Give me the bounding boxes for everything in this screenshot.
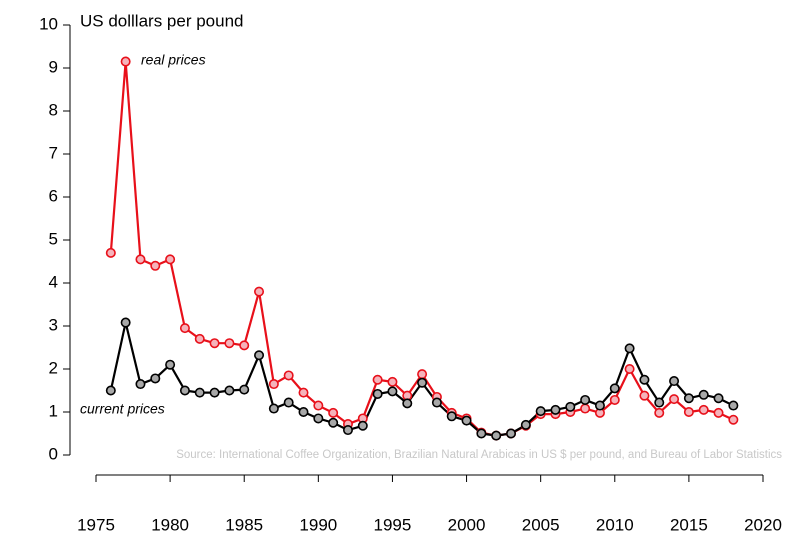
data-point [268, 403, 279, 414]
data-point [565, 401, 576, 412]
data-point [254, 350, 265, 361]
x-tick-label: 1995 [374, 515, 412, 534]
data-point [698, 404, 709, 415]
data-point [150, 260, 161, 271]
data-point [387, 376, 398, 387]
data-point [328, 407, 339, 418]
data-point [506, 428, 517, 439]
y-tick-label: 7 [49, 143, 58, 162]
x-tick-label: 2005 [522, 515, 560, 534]
data-point [135, 254, 146, 265]
chart-title: US dolllars per pound [80, 11, 243, 30]
data-point [476, 428, 487, 439]
data-point [624, 343, 635, 354]
data-point [313, 413, 324, 424]
data-point [254, 286, 265, 297]
data-point [120, 317, 131, 328]
x-tick-label: 1985 [225, 515, 263, 534]
data-point [520, 419, 531, 430]
data-point [669, 394, 680, 405]
data-point [639, 374, 650, 385]
x-tick-label: 1990 [299, 515, 337, 534]
data-point [298, 387, 309, 398]
data-point [609, 383, 620, 394]
data-point [669, 376, 680, 387]
y-tick-label: 4 [49, 272, 58, 291]
data-point [283, 397, 294, 408]
data-point [313, 400, 324, 411]
data-point [698, 389, 709, 400]
data-point [594, 400, 605, 411]
data-point [728, 400, 739, 411]
data-point [713, 393, 724, 404]
data-point [165, 254, 176, 265]
data-point [194, 387, 205, 398]
data-point [224, 338, 235, 349]
data-point [624, 363, 635, 374]
data-point [580, 403, 591, 414]
data-point [239, 384, 250, 395]
x-tick-label: 2015 [670, 515, 708, 534]
data-point [298, 406, 309, 417]
x-tick-label: 2020 [744, 515, 782, 534]
x-tick-label: 2000 [448, 515, 486, 534]
annotation: real prices [141, 52, 206, 68]
data-point [209, 387, 220, 398]
data-point [446, 411, 457, 422]
y-tick-label: 10 [39, 14, 58, 33]
x-tick-label: 2010 [596, 515, 634, 534]
y-tick-label: 5 [49, 229, 58, 248]
y-tick-label: 1 [49, 401, 58, 420]
data-point [728, 414, 739, 425]
data-point [105, 385, 116, 396]
y-tick-label: 8 [49, 100, 58, 119]
data-point [372, 374, 383, 385]
data-point [150, 373, 161, 384]
data-point [550, 404, 561, 415]
y-tick-label: 3 [49, 315, 58, 334]
data-point [194, 333, 205, 344]
x-tick-label: 1980 [151, 515, 189, 534]
data-point [402, 398, 413, 409]
source-note: Source: International Coffee Organizatio… [176, 449, 782, 461]
data-point [535, 406, 546, 417]
data-point [580, 394, 591, 405]
data-point [417, 369, 428, 380]
data-point [105, 247, 116, 258]
annotation: current prices [80, 401, 165, 417]
x-tick-label: 1975 [77, 515, 115, 534]
data-point [461, 415, 472, 426]
data-point [491, 430, 502, 441]
data-point [283, 370, 294, 381]
y-tick-label: 6 [49, 186, 58, 205]
data-point [683, 393, 694, 404]
data-point [639, 390, 650, 401]
y-tick-label: 0 [49, 444, 58, 463]
data-point [713, 407, 724, 418]
data-point [431, 397, 442, 408]
data-point [165, 359, 176, 370]
y-tick-label: 9 [49, 57, 58, 76]
data-point [268, 379, 279, 390]
y-tick-label: 2 [49, 358, 58, 377]
data-point [417, 377, 428, 388]
data-point [654, 397, 665, 408]
data-point [120, 56, 131, 67]
data-point [357, 420, 368, 431]
data-point [683, 406, 694, 417]
data-point [387, 386, 398, 397]
data-point [239, 340, 250, 351]
data-point [179, 385, 190, 396]
data-point [342, 425, 353, 436]
data-point [654, 407, 665, 418]
data-point [224, 385, 235, 396]
data-point [135, 379, 146, 390]
data-point [179, 323, 190, 334]
data-point [372, 388, 383, 399]
data-point [209, 338, 220, 349]
data-point [609, 394, 620, 405]
data-point [328, 417, 339, 428]
